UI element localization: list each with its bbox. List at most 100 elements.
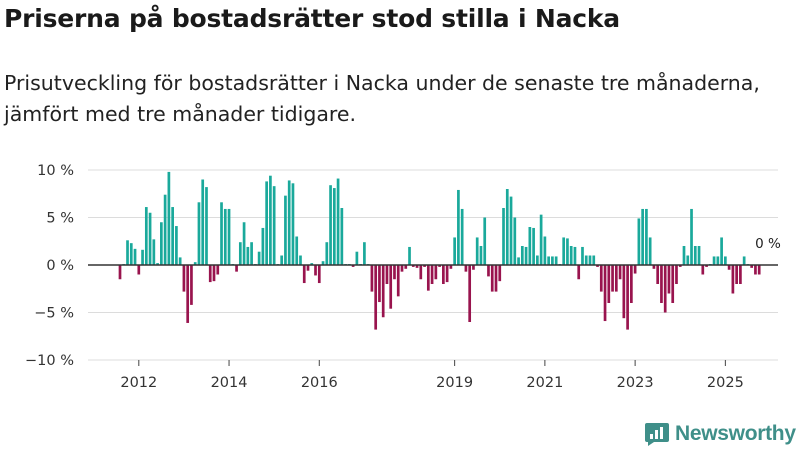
bar [547, 256, 550, 265]
bar [686, 255, 690, 265]
bar [442, 265, 445, 284]
bar [351, 265, 355, 267]
bar [494, 265, 498, 292]
bar [295, 236, 299, 265]
bar [562, 237, 566, 265]
bar [325, 242, 329, 265]
bar [438, 265, 441, 267]
y-tick-label: 10 % [37, 163, 74, 179]
bar [284, 195, 287, 265]
x-tick-label: 2019 [436, 375, 473, 391]
bar [336, 178, 340, 265]
bar [611, 265, 614, 292]
bar [693, 246, 697, 265]
bar [393, 265, 396, 280]
bar [419, 265, 423, 280]
bar [505, 189, 509, 265]
bar [261, 227, 265, 265]
bar [626, 265, 629, 330]
bar [731, 265, 735, 294]
bar [603, 265, 607, 322]
bar [178, 257, 182, 265]
bar [265, 181, 268, 265]
bar [340, 208, 344, 265]
bar [618, 265, 622, 280]
bar [656, 265, 660, 284]
bar [528, 227, 532, 265]
bar [197, 202, 201, 265]
bar [453, 237, 456, 265]
bar [118, 265, 122, 280]
bar [156, 263, 159, 265]
bar [577, 265, 581, 280]
bar [235, 265, 238, 272]
bar [272, 186, 276, 265]
bar [697, 246, 701, 265]
x-tick-label: 2012 [120, 375, 157, 391]
bar [581, 246, 584, 265]
bar [671, 265, 675, 303]
bar [314, 265, 317, 276]
bar [584, 255, 588, 265]
bar [242, 222, 246, 265]
bar [126, 240, 129, 265]
bar [524, 246, 528, 265]
bar [502, 208, 505, 265]
bar [739, 265, 742, 284]
bar [205, 187, 208, 265]
bar [475, 237, 479, 265]
bar [532, 227, 535, 265]
bar [190, 265, 193, 305]
bar [148, 212, 152, 265]
bar [633, 265, 637, 274]
y-axis-labels: 10 % 5 % 0 % −5 % −10 % [25, 163, 74, 369]
bar [637, 218, 641, 265]
bar [299, 255, 302, 265]
bar [423, 265, 426, 267]
y-tick-label: 5 % [46, 211, 74, 227]
x-tick-label: 2025 [707, 375, 744, 391]
bar [464, 265, 468, 272]
bar [569, 246, 573, 265]
bar [449, 265, 453, 269]
bar [757, 265, 761, 275]
bar [133, 248, 137, 265]
bar [385, 265, 389, 284]
bar [517, 257, 520, 265]
bar [596, 265, 599, 267]
bar [411, 265, 415, 267]
bar [667, 265, 671, 294]
bar [329, 185, 332, 265]
bar [750, 265, 754, 268]
bar [291, 183, 295, 265]
bar [675, 265, 678, 284]
bar [280, 255, 284, 265]
bar [573, 246, 577, 265]
bar [426, 265, 430, 291]
bar [460, 208, 464, 265]
bar [543, 236, 547, 265]
bar [216, 265, 220, 275]
bar [735, 265, 738, 284]
x-axis-labels: 2012 2014 2016 2019 2021 2023 2025 [120, 375, 743, 391]
bar [302, 265, 306, 284]
bar [622, 265, 626, 319]
bar [163, 194, 167, 265]
bar [171, 207, 174, 265]
bar [201, 179, 205, 265]
bar [663, 265, 667, 313]
bar [246, 246, 250, 265]
x-tick-label: 2023 [617, 375, 654, 391]
bar [144, 207, 148, 265]
bar [716, 256, 720, 265]
bar [645, 208, 648, 265]
chart-bars [118, 171, 761, 330]
bar [396, 265, 400, 297]
bar [690, 208, 693, 265]
bar [193, 262, 197, 265]
bar [389, 265, 393, 309]
bar [257, 251, 261, 265]
bar [381, 265, 385, 318]
bar [223, 208, 227, 265]
